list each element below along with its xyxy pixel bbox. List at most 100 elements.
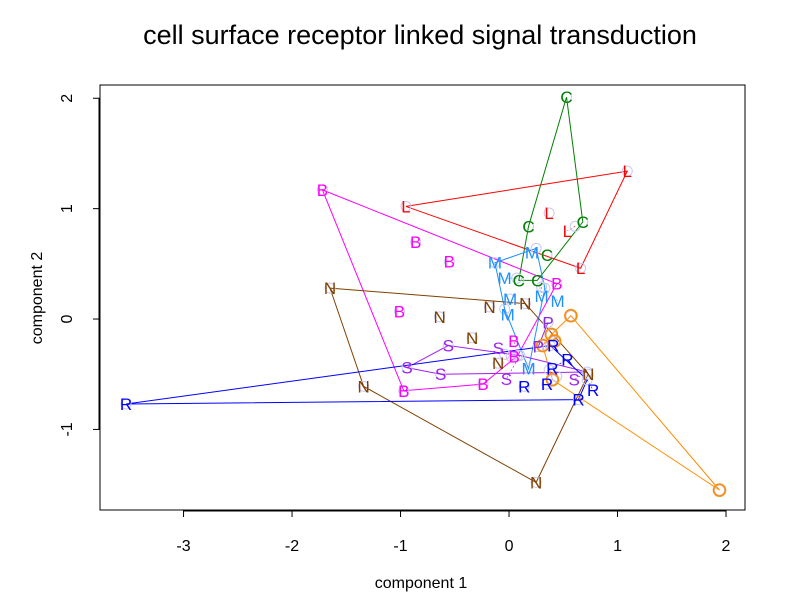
point-R: R [547, 337, 559, 356]
point-B: B [509, 348, 520, 367]
point-C: C [513, 271, 525, 290]
point-L: L [576, 259, 585, 278]
hull-B [321, 188, 558, 392]
y-tick-label: 2 [59, 94, 76, 103]
point-O [712, 483, 727, 497]
point-marker [400, 200, 412, 212]
point-B: B [394, 302, 405, 321]
point-N: N [358, 377, 370, 396]
point-N: N [530, 473, 542, 492]
point-marker [511, 272, 523, 284]
point-marker [537, 340, 549, 352]
point-N: N [519, 295, 531, 314]
x-tick-label: -1 [393, 538, 407, 555]
point-R: R [561, 350, 573, 369]
point-marker [499, 303, 511, 315]
point-marker [316, 184, 328, 196]
label-leader [567, 226, 576, 232]
x-tick-label: -2 [285, 538, 299, 555]
point-B: B [410, 233, 421, 252]
point-marker [442, 340, 454, 352]
point-B: B [477, 375, 488, 394]
point-marker [477, 378, 489, 390]
point-L: L [401, 197, 410, 216]
point-M: M [550, 292, 564, 311]
point-S: S [568, 371, 579, 390]
point-marker [435, 368, 447, 380]
point-S: S [501, 370, 512, 389]
point-B: B [508, 332, 519, 351]
point-marker [518, 380, 530, 392]
point-B: B [551, 275, 562, 294]
hull-S [405, 345, 588, 375]
point-marker [581, 374, 593, 386]
point-marker [466, 332, 478, 344]
point-marker [393, 305, 405, 317]
point-marker [519, 298, 531, 310]
point-N: N [582, 365, 594, 384]
hull-P [537, 322, 549, 347]
point-B: B [398, 382, 409, 401]
point-marker [514, 349, 526, 361]
point-M: M [534, 287, 548, 306]
label-leaders [498, 226, 594, 391]
point-marker [434, 311, 446, 323]
x-tick-label: 2 [722, 538, 731, 555]
point-M: M [503, 290, 517, 309]
point-marker [499, 348, 511, 360]
point-R: R [587, 381, 599, 400]
point-marker [581, 366, 593, 378]
point-N: N [433, 308, 445, 327]
point-S: S [493, 339, 504, 358]
point-marker [483, 301, 495, 313]
point-marker [443, 256, 455, 268]
y-axis-label: component 2 [29, 252, 46, 345]
plot-area-frame [99, 84, 746, 511]
point-P: P [542, 313, 553, 332]
point-S: S [401, 359, 412, 378]
point-O [564, 308, 578, 323]
point-marker [545, 328, 557, 340]
point-L: L [563, 222, 572, 241]
point-C: C [541, 246, 553, 265]
point-marker [551, 278, 563, 290]
point-B: B [317, 181, 328, 200]
point-P: P [533, 338, 544, 357]
point-marker [398, 385, 410, 397]
point-marker [489, 257, 501, 269]
label-leader [513, 340, 518, 356]
point-R: R [541, 375, 553, 394]
point-M: M [501, 305, 515, 324]
point-marker [546, 374, 558, 386]
point-marker [120, 398, 132, 410]
point-marker [324, 282, 336, 294]
point-M: M [521, 360, 535, 379]
label-leader [549, 359, 568, 371]
point-M: M [498, 269, 512, 288]
point-marker [621, 165, 633, 177]
point-marker [541, 249, 553, 261]
point-R: R [572, 391, 584, 410]
point-marker [539, 282, 551, 294]
point-marker [575, 262, 587, 274]
point-O [545, 372, 560, 387]
x-axis-label: component 1 [375, 575, 468, 592]
point-marker [714, 484, 726, 496]
x-tick-label: -3 [176, 538, 190, 555]
hulls [125, 97, 720, 491]
point-B: B [444, 253, 455, 272]
point-marker [561, 91, 573, 103]
point-marker [401, 362, 413, 374]
point-marker [549, 335, 561, 347]
point-marker [523, 220, 535, 232]
y-tick-label: 1 [59, 204, 76, 213]
x-tick-label: 0 [505, 538, 514, 555]
point-marker [505, 351, 517, 363]
point-R: R [518, 377, 530, 396]
point-marker [358, 380, 370, 392]
label-leader [544, 287, 558, 302]
hull-C [518, 97, 584, 281]
point-marker [569, 220, 581, 232]
label-leader [498, 347, 505, 355]
point-marker [542, 316, 554, 328]
